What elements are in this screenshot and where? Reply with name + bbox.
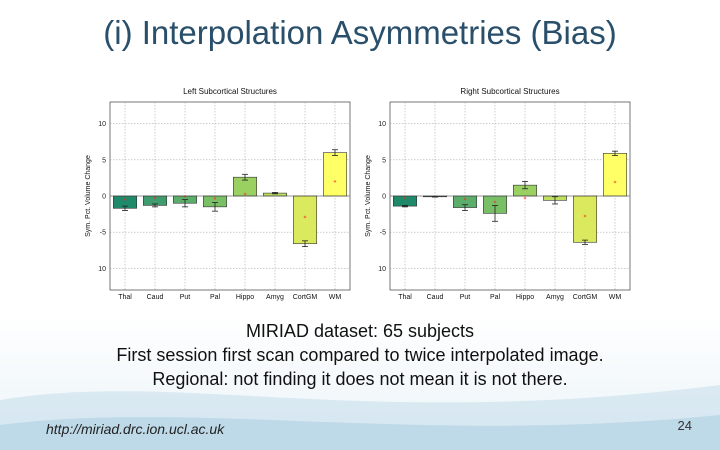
right-subcortical-chart: Right Subcortical Structures Sym. Pct. Vo… xyxy=(365,87,631,301)
x-tick-label: Caud xyxy=(147,294,164,301)
y-tick-label: 0 xyxy=(102,194,106,201)
significance-star: * xyxy=(124,197,127,204)
x-tick-label: Caud xyxy=(427,294,444,301)
y-tick-label: 5 xyxy=(102,157,106,164)
x-tick-label: Thal xyxy=(118,294,132,301)
x-tick-label: WM xyxy=(329,294,342,301)
chart-title: Right Subcortical Structures xyxy=(460,87,559,96)
caption-regional: Regional: not finding it does not mean i… xyxy=(152,369,568,389)
x-tick-label: Thal xyxy=(398,294,412,301)
left-subcortical-chart: Left Subcortical Structures Sym. Pct. Vol… xyxy=(85,87,351,301)
source-url[interactable]: http://miriad.drc.ion.ucl.ac.uk xyxy=(46,421,225,437)
left-chart-panel: Left Subcortical Structures Sym. Pct. Vol… xyxy=(80,82,360,302)
y-tick-label: 5 xyxy=(382,157,386,164)
y-tick-label: 10 xyxy=(378,121,386,128)
y-axis-label: Sym. Pct. Volume Change xyxy=(85,155,92,237)
page-number: 24 xyxy=(677,418,692,433)
right-chart-panel: Right Subcortical Structures Sym. Pct. Vo… xyxy=(360,82,640,302)
significance-star: * xyxy=(214,197,217,204)
significance-star: * xyxy=(494,200,497,207)
chart-title: Left Subcortical Structures xyxy=(183,87,277,96)
y-tick-label: 10 xyxy=(378,266,386,273)
slide-title: (i) Interpolation Asymmetries (Bias) xyxy=(103,14,617,51)
significance-star: * xyxy=(404,196,407,203)
significance-star: * xyxy=(464,197,467,204)
x-tick-label: Amyg xyxy=(546,294,564,301)
significance-star: * xyxy=(584,214,587,221)
significance-star: * xyxy=(244,192,247,199)
y-tick-label: 10 xyxy=(98,121,106,128)
x-tick-label: CortGM xyxy=(293,294,318,301)
significance-star: * xyxy=(614,180,617,187)
significance-star: * xyxy=(304,215,307,222)
significance-star: * xyxy=(154,196,157,203)
y-tick-label: 10 xyxy=(98,266,106,273)
significance-star: * xyxy=(524,196,527,203)
x-tick-label: Put xyxy=(180,294,191,301)
y-tick-label: -5 xyxy=(380,230,386,237)
significance-star: * xyxy=(184,195,187,202)
caption-dataset: MIRIAD dataset: 65 subjects xyxy=(245,321,475,341)
x-tick-label: Pal xyxy=(210,294,221,301)
y-tick-label: 0 xyxy=(382,194,386,201)
x-tick-label: WM xyxy=(609,294,622,301)
y-tick-label: -5 xyxy=(100,230,106,237)
bar-wm xyxy=(603,153,628,197)
x-tick-label: Pal xyxy=(490,294,501,301)
x-tick-label: CortGM xyxy=(573,294,598,301)
y-axis-label: Sym. Pct. Volume Change xyxy=(365,155,372,237)
x-tick-label: Hippo xyxy=(516,294,534,301)
significance-star: * xyxy=(334,180,337,187)
x-tick-label: Amyg xyxy=(266,294,284,301)
x-tick-label: Hippo xyxy=(236,294,254,301)
caption-method: First session first scan compared to twi… xyxy=(116,345,604,365)
bar-wm xyxy=(323,152,348,197)
x-tick-label: Put xyxy=(460,294,471,301)
